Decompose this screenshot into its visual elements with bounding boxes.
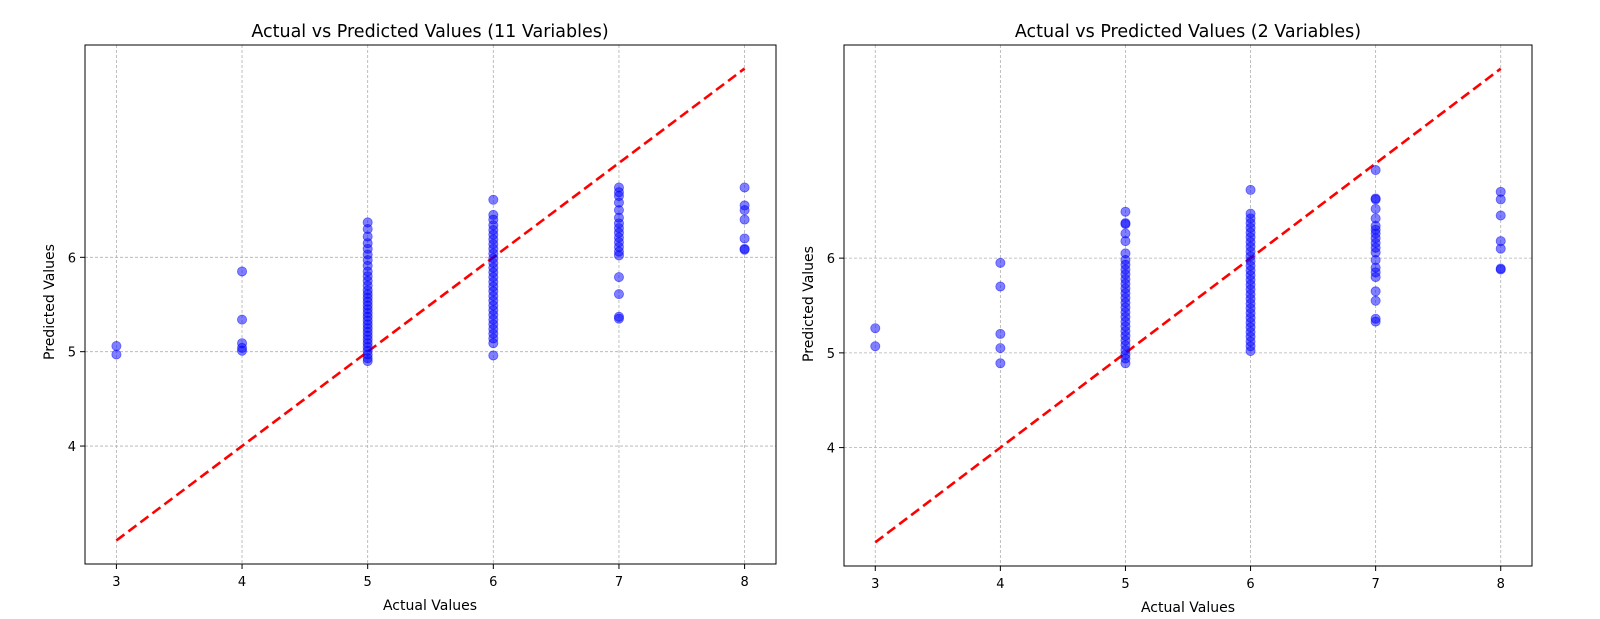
data-point [1245, 345, 1256, 356]
data-point [1370, 286, 1381, 297]
data-point [739, 182, 750, 193]
x-tick-label: 5 [364, 575, 372, 590]
data-point [995, 257, 1006, 268]
data-point [1245, 184, 1256, 195]
data-point [1370, 165, 1381, 176]
data-point [739, 205, 750, 216]
data-point [488, 338, 499, 349]
data-point [1370, 316, 1381, 327]
data-point [613, 289, 624, 300]
data-point [1120, 206, 1131, 217]
x-tick-label: 5 [1121, 577, 1129, 592]
x-tick-label: 6 [489, 575, 497, 590]
data-point [739, 244, 750, 255]
reference-line [874, 67, 1502, 544]
x-tick-label: 4 [238, 575, 246, 590]
x-tick-label: 8 [1497, 577, 1505, 592]
x-tick-label: 4 [996, 577, 1004, 592]
data-point [111, 349, 122, 360]
data-point [995, 281, 1006, 292]
data-point [613, 313, 624, 324]
data-point [1120, 358, 1131, 369]
y-tick-label: 4 [68, 440, 76, 455]
data-point [613, 250, 624, 261]
data-point [1495, 210, 1506, 221]
data-point [1370, 203, 1381, 214]
data-point [995, 328, 1006, 339]
data-point [739, 233, 750, 244]
chart-title: Actual vs Predicted Values (11 Variables… [251, 22, 608, 42]
axes-frame [843, 44, 1533, 567]
data-point [739, 214, 750, 225]
y-tick-label: 4 [827, 442, 835, 457]
plot-area: 3 4 5 6 7 8 4 5 6 [827, 44, 1533, 592]
data-point [1370, 272, 1381, 283]
x-axis-label: Actual Values [1141, 600, 1235, 616]
axes-frame [84, 44, 777, 565]
data-point [237, 314, 248, 325]
data-point [1495, 243, 1506, 254]
data-point [237, 266, 248, 277]
data-point [1120, 219, 1131, 230]
data-point [995, 343, 1006, 354]
x-tick-label: 3 [112, 575, 120, 590]
chart-2-variables: Actual vs Predicted Values (2 Variables)… [801, 22, 1533, 616]
data-point [1370, 295, 1381, 306]
data-point [111, 341, 122, 352]
data-point [1495, 264, 1506, 275]
data-point [613, 272, 624, 283]
data-point [488, 194, 499, 205]
y-tick-label: 5 [827, 347, 835, 362]
chart-title: Actual vs Predicted Values (2 Variables) [1015, 22, 1361, 42]
x-axis-label: Actual Values [383, 598, 477, 614]
y-tick-label: 6 [68, 251, 76, 266]
chart-11-variables: Actual vs Predicted Values (11 Variables… [42, 22, 777, 614]
data-point [362, 356, 373, 367]
y-tick-label: 6 [827, 252, 835, 267]
data-point [488, 350, 499, 361]
x-tick-label: 8 [740, 575, 748, 590]
data-point [1120, 236, 1131, 247]
x-tick-label: 6 [1246, 577, 1254, 592]
reference-line [115, 67, 746, 542]
data-point [870, 341, 881, 352]
x-tick-label: 3 [871, 577, 879, 592]
y-tick-label: 5 [68, 346, 76, 361]
data-point [995, 358, 1006, 369]
plot-area: 3 4 5 6 7 8 4 5 6 [68, 44, 777, 590]
data-point [1495, 194, 1506, 205]
y-axis-label: Predicted Values [801, 246, 817, 362]
data-point [1370, 194, 1381, 205]
data-point [237, 345, 248, 356]
x-tick-label: 7 [615, 575, 623, 590]
y-axis-label: Predicted Values [42, 244, 58, 360]
data-point [870, 323, 881, 334]
x-tick-label: 7 [1371, 577, 1379, 592]
